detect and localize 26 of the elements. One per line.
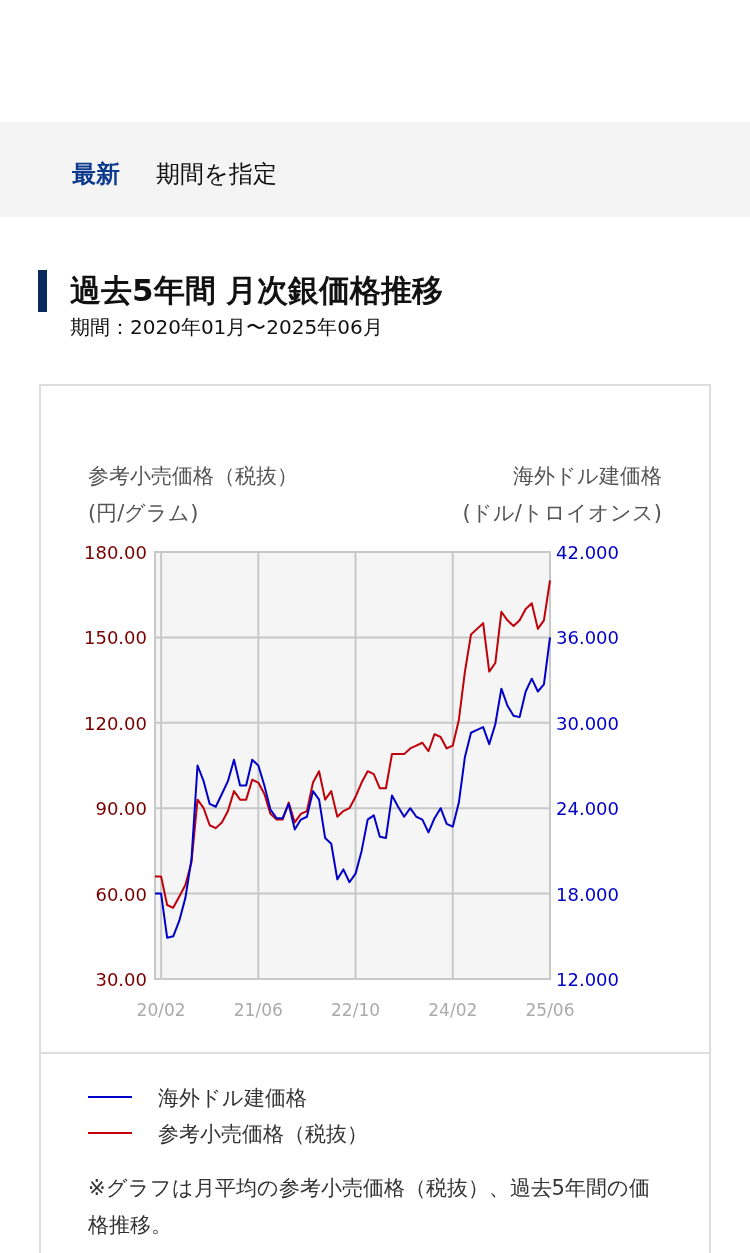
text: ※グラフは月平均の参考小売価格（税抜）、過去5年間の価格推移。 [88,1175,651,1239]
y2-tick-label: 30.000 [556,712,619,734]
y-tick-label: 60.00 [95,883,147,905]
y2-tick-label: 36.000 [556,627,619,649]
y2-tick-label: 12.000 [556,969,619,990]
y-tick-label: 120.00 [84,712,147,734]
y2-tick-label: 24.000 [556,798,619,820]
x-tick-label: 20/02 [136,1000,186,1020]
y-tick-label: 180.00 [84,542,147,563]
y-tick-label: 30.00 [95,969,147,990]
legend-label: 海外ドル建価格 [158,1086,307,1110]
y2-axis-title: 海外ドル建価格 (ドル/トロイオンス) [462,463,662,527]
chart-title: 過去5年間 月次銀価格推移 [70,271,444,310]
x-tick-label: 25/06 [525,1000,575,1020]
y-tick-label: 90.00 [95,798,147,820]
x-tick-label: 24/02 [428,1000,478,1020]
text: 期間を指定 [156,159,277,190]
y2-tick-label: 18.000 [556,883,619,905]
y2-tick-label: 42.000 [556,542,619,563]
text: 最新 [72,159,120,190]
chart-subtitle: 期間：2020年01月〜2025年06月 [70,314,383,341]
legend-label: 参考小売価格（税抜） [158,1122,368,1146]
y-axis-title: 参考小売価格（税抜） (円/グラム) [88,463,298,527]
x-tick-label: 22/10 [331,1000,381,1020]
y-tick-label: 150.00 [84,627,147,649]
x-tick-label: 21/06 [233,1000,283,1020]
